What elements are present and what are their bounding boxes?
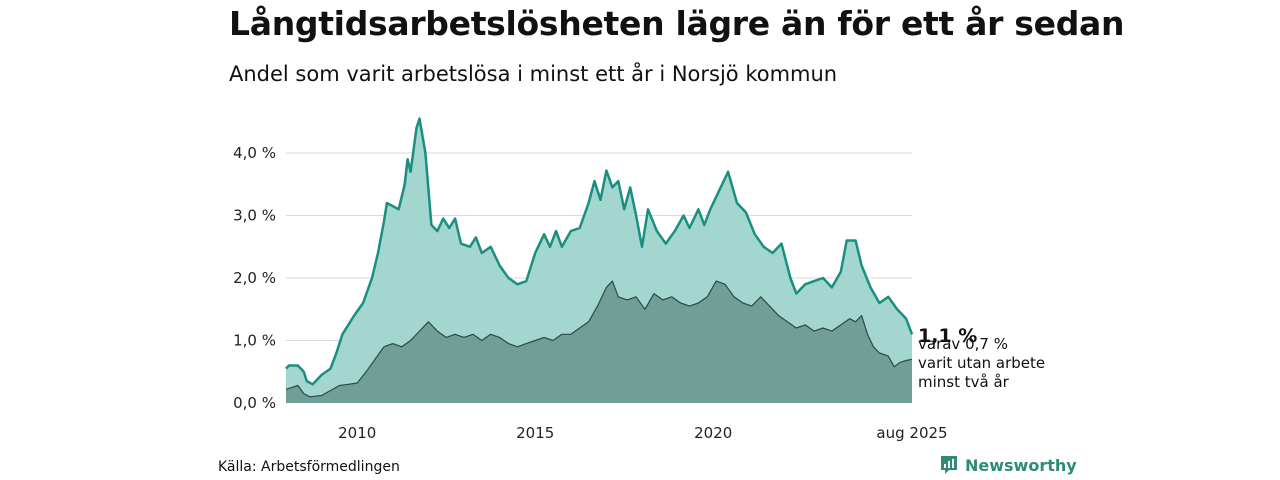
brand-name: Newsworthy [965, 455, 1077, 475]
x-tick-label: aug 2025 [876, 424, 947, 442]
chart-title: Långtidsarbetslösheten lägre än för ett … [229, 4, 1125, 43]
series-areas [285, 117, 914, 403]
two-year-description-line1: varit utan arbete [918, 354, 1045, 372]
last-value-two-years-label: varav 0,7 % [918, 335, 1008, 353]
y-tick-label: 4,0 % [233, 144, 276, 162]
y-tick-label: 1,0 % [233, 332, 276, 350]
line-one-year [285, 117, 914, 386]
x-axis-ticks: 2010 2015 2020 aug 2025 [338, 424, 947, 442]
line-two-years [285, 280, 913, 398]
two-year-description-line2: minst två år [918, 373, 1010, 391]
end-labels: 1,1 % varav 0,7 % varit utan arbete mins… [918, 325, 1045, 391]
y-tick-label: 0,0 % [233, 394, 276, 412]
y-tick-label: 3,0 % [233, 207, 276, 225]
newsworthy-logo-icon [941, 456, 957, 474]
x-tick-label: 2020 [694, 424, 732, 442]
source-note: Källa: Arbetsförmedlingen [218, 459, 400, 475]
x-tick-label: 2015 [516, 424, 554, 442]
last-value-one-year-label: 1,1 % [918, 325, 977, 347]
chart-subtitle: Andel som varit arbetslösa i minst ett å… [229, 62, 838, 86]
y-axis-ticks: 0,0 % 1,0 % 2,0 % 3,0 % 4,0 % [233, 144, 276, 412]
y-tick-label: 2,0 % [233, 269, 276, 287]
x-tick-label: 2010 [338, 424, 376, 442]
brand-logo[interactable]: Newsworthy [940, 455, 1077, 475]
area-two-years [286, 281, 912, 403]
